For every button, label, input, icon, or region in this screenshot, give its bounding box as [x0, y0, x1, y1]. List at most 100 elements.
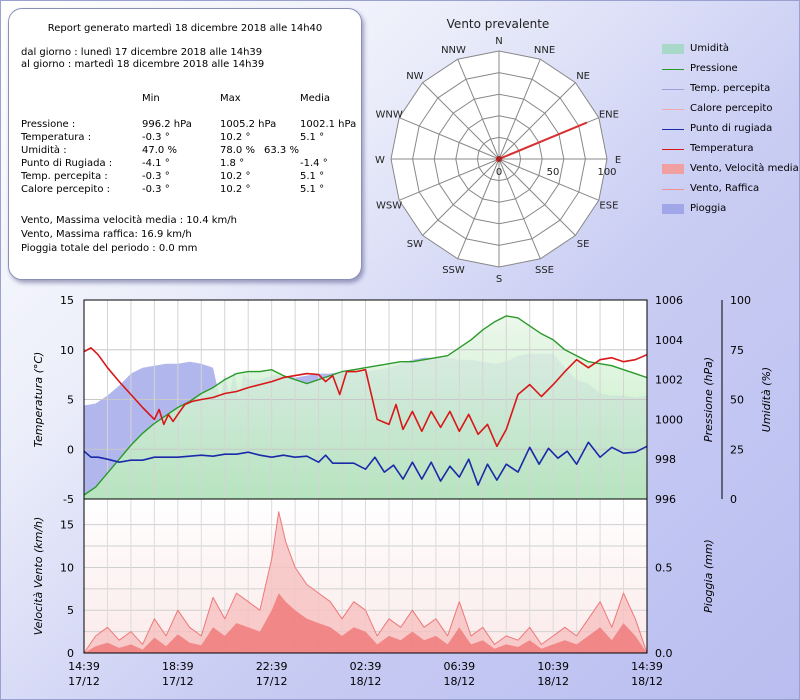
- stat-max: 1005.2 hPa: [220, 119, 277, 130]
- wind-rose-chart: Vento prevalente N NNE NE ENE E ESE SE SSE S SSW S…: [375, 17, 621, 285]
- wind-tick-label: 0: [67, 647, 74, 660]
- wind-axis-title: Velocità Vento (km/h): [32, 517, 45, 636]
- stat-min: 47.0 %: [142, 145, 177, 156]
- rose-center-dot: [496, 156, 502, 162]
- stat-max: 10.2 °: [220, 132, 251, 143]
- rose-radial-tick: 0: [496, 167, 502, 178]
- temp-tick-label: 5: [67, 394, 74, 407]
- report-title: Report generato martedì 18 dicembre 2018…: [47, 23, 323, 34]
- legend-swatch: [662, 129, 684, 130]
- humidity-tick-label: 100: [730, 294, 751, 307]
- stat-max: 10.2 °: [220, 184, 251, 195]
- legend-label: Punto di rugiada: [690, 123, 773, 134]
- legend-swatch: [662, 109, 684, 110]
- rose-spoke: [498, 82, 576, 160]
- rose-direction-label: NNE: [534, 45, 555, 56]
- x-tick-date: 18/12: [443, 675, 475, 688]
- stat-label: Temp. percepita :: [21, 171, 108, 182]
- legend-swatch: [662, 44, 684, 54]
- stat-min: -4.1 °: [142, 158, 170, 169]
- rose-direction-label: WNW: [375, 110, 402, 121]
- stat-avg: 5.1 °: [300, 171, 325, 182]
- pressure-tick-label: 996: [655, 493, 676, 506]
- rose-radial-tick: 100: [597, 167, 616, 178]
- rose-spoke: [457, 59, 500, 160]
- pressure-tick-label: 998: [655, 453, 676, 466]
- pressure-tick-label: 1000: [655, 413, 683, 426]
- rose-direction-label: SSE: [535, 265, 554, 276]
- pressure-tick-label: 1006: [655, 294, 683, 307]
- rose-spoke: [498, 158, 576, 236]
- rose-spoke: [498, 158, 541, 259]
- pressure-line: [83, 315, 648, 496]
- stat-max: 78.0 %: [220, 145, 255, 156]
- x-tick-label: 14:39: [631, 660, 663, 673]
- legend-swatch: [662, 149, 684, 150]
- stat-avg: 5.1 °: [300, 184, 325, 195]
- dewpoint-line: [83, 441, 648, 486]
- stat-avg: 5.1 °: [300, 132, 325, 143]
- wind-tick-label: 5: [67, 604, 74, 617]
- temperature-line: [83, 347, 648, 448]
- rose-spoke: [457, 158, 500, 259]
- stat-min: -0.3 °: [142, 132, 170, 143]
- temp-axis-title: Temperatura (°C): [32, 352, 45, 448]
- legend-label: Temp. percepita: [690, 83, 771, 94]
- report-from: dal giorno : lunedì 17 dicembre 2018 all…: [21, 47, 263, 58]
- stat-label: Calore percepito :: [21, 184, 110, 195]
- rose-direction-label: ESE: [599, 201, 618, 212]
- wind-gust-line: [83, 511, 648, 654]
- wind-rose-plot: N NNE NE ENE E ESE SE SSE S SSW SW WSW W WNW NW NNW 0 50 1…: [375, 36, 621, 285]
- x-tick-date: 17/12: [256, 675, 288, 688]
- x-tick-label: 06:39: [443, 660, 475, 673]
- wind-avg-summary: Vento, Massima velocità media : 10.4 km/…: [21, 215, 237, 226]
- rose-radial-tick: 50: [547, 167, 560, 178]
- legend-label: Vento, Raffica: [690, 183, 760, 194]
- x-tick-date: 17/12: [68, 675, 100, 688]
- rose-direction-label: E: [615, 155, 621, 166]
- legend-label: Pressione: [690, 63, 738, 74]
- timeseries-plot: -505101599699810001002100410060255075100…: [32, 294, 773, 688]
- rose-direction-label: SW: [407, 239, 423, 250]
- rose-direction-label: S: [496, 274, 502, 285]
- stat-avg: 1002.1 hPa: [300, 119, 357, 130]
- legend-label: Calore percepito: [690, 103, 773, 114]
- pressure-tick-label: 1002: [655, 374, 683, 387]
- stat-min: -0.3 °: [142, 184, 170, 195]
- legend-label: Pioggia: [690, 203, 727, 214]
- humidity-tick-label: 75: [730, 344, 744, 357]
- humidity-tick-label: 50: [730, 394, 744, 407]
- weather-timeseries-chart: -505101599699810001002100410060255075100…: [32, 294, 773, 688]
- report-panel: Report generato martedì 18 dicembre 2018…: [8, 8, 362, 280]
- report-to: al giorno : martedì 18 dicembre 2018 all…: [21, 59, 265, 70]
- x-tick-date: 18/12: [350, 675, 382, 688]
- legend-swatch: [662, 89, 684, 90]
- header-min: Min: [142, 93, 160, 104]
- temp-tick-label: 15: [60, 294, 74, 307]
- pressure-axis-title: Pressione (hPa): [702, 357, 715, 442]
- stat-label: Punto di Rugiada :: [21, 158, 113, 169]
- rose-direction-label: NNW: [441, 45, 466, 56]
- pressure-tick-label: 1004: [655, 334, 683, 347]
- x-tick-label: 02:39: [350, 660, 382, 673]
- legend-label: Umidità: [690, 43, 730, 54]
- wind-panel-frame: [83, 498, 648, 654]
- legend-label: Vento, Velocità media: [690, 163, 799, 174]
- rose-direction-label: WSW: [376, 201, 402, 212]
- legend-swatch: [662, 164, 684, 174]
- rose-direction-label: W: [375, 155, 385, 166]
- stat-min: 996.2 hPa: [142, 119, 192, 130]
- rose-direction-label: NW: [406, 71, 423, 82]
- humidity-tick-label: 25: [730, 443, 744, 456]
- temp-tick-label: 0: [67, 443, 74, 456]
- temp-tick-label: 10: [60, 344, 74, 357]
- stat-label: Temperatura :: [21, 132, 92, 143]
- wind-gust-summary: Vento, Massima raffica: 16.9 km/h: [21, 229, 192, 240]
- header-max: Max: [220, 93, 241, 104]
- wind-rose-title: Vento prevalente: [447, 17, 550, 31]
- rose-spoke: [498, 158, 599, 201]
- x-tick-label: 22:39: [256, 660, 288, 673]
- stat-max: 10.2 °: [220, 171, 251, 182]
- legend-swatch: [662, 189, 684, 190]
- rose-direction-label: SSW: [442, 265, 465, 276]
